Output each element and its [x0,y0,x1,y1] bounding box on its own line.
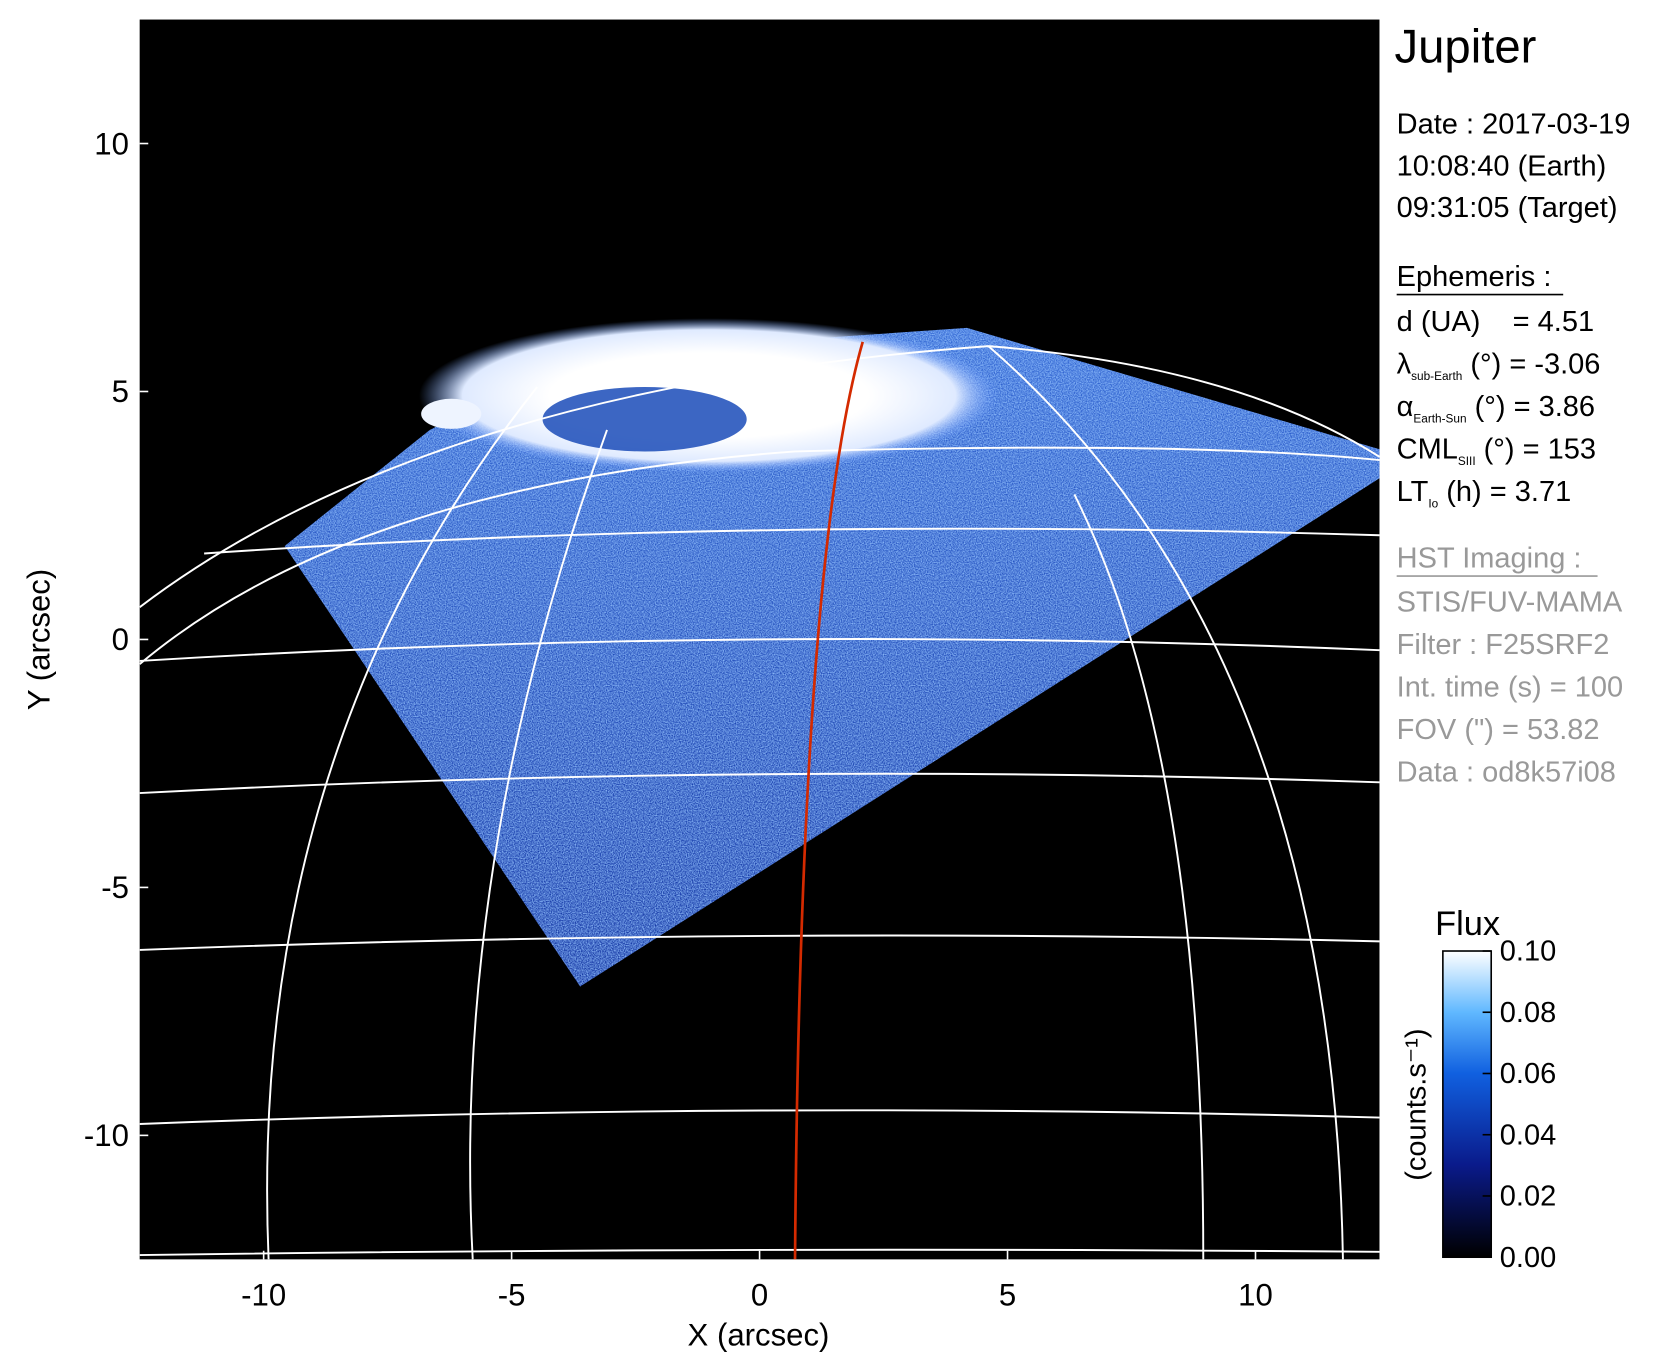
imaging-title: HST Imaging : [1397,542,1582,574]
aurora-spot [421,398,482,429]
date-line: 09:31:05 (Target) [1397,192,1618,224]
colorbar-title: Flux [1435,905,1500,943]
ephemeris-value: (h) = 3.71 [1438,476,1571,508]
y-axis-label: Y (arcsec) [21,569,56,710]
ephemeris-symbol: α [1397,391,1414,423]
imaging-line: FOV (") = 53.82 [1397,714,1600,746]
ephemeris-value: d (UA) = 4.51 [1397,306,1594,338]
y-tick-label: 5 [112,374,129,409]
date-line: Date : 2017-03-19 [1397,108,1631,140]
colorbar-tick-label: 0.10 [1500,936,1556,968]
red-track [793,341,865,1260]
ephemeris-sub: sub-Earth [1411,369,1462,383]
ephemeris-value: (°) = -3.06 [1462,349,1600,381]
ephemeris-sub: SIII [1458,454,1476,468]
ephemeris-row: LTIo (h) = 3.71 [1397,476,1572,510]
colorbar-tick-label: 0.08 [1500,997,1556,1029]
ephemeris-row: CMLSIII (°) = 153 [1397,433,1596,467]
ephemeris-row: αEarth-Sun (°) = 3.86 [1397,391,1595,425]
x-tick-label: -5 [498,1278,526,1313]
ephemeris-title: Ephemeris : [1397,261,1552,293]
y-tick-label: -5 [101,870,129,905]
colorbar [1442,950,1493,1259]
ephemeris-symbol: CML [1397,433,1458,465]
x-tick-label: 0 [751,1278,768,1313]
colorbar-tick-label: 0.06 [1500,1058,1556,1090]
ephemeris-sub: Earth-Sun [1413,411,1466,425]
imaging-line: STIS/FUV-MAMA [1397,587,1623,619]
y-tick-label: 10 [94,126,129,161]
ephemeris-symbol: λ [1397,349,1412,381]
aurora-inner [542,386,747,452]
image-layer [139,318,1380,1260]
ephemeris-row: d (UA) = 4.51 [1397,306,1594,338]
imaging-line: Int. time (s) = 100 [1397,671,1623,703]
ephemeris-value: (°) = 153 [1476,433,1596,465]
imaging-line: Filter : F25SRF2 [1397,629,1610,661]
ephemeris-sub: Io [1428,496,1438,510]
planet-grid [139,345,1380,1260]
ephemeris-row: λsub-Earth (°) = -3.06 [1397,349,1601,383]
imaging-line: Data : od8k57i08 [1397,756,1616,788]
y-tick-label: -10 [84,1118,129,1153]
fov-noise [284,327,1380,987]
colorbar-tick-label: 0.00 [1500,1242,1556,1274]
x-tick-label: -10 [241,1278,286,1313]
ephemeris-symbol: LT [1397,476,1429,508]
x-tick-label: 10 [1238,1278,1273,1313]
x-tick-label: 5 [999,1278,1016,1313]
x-axis-label: X (arcsec) [688,1317,830,1352]
colorbar-tick-label: 0.02 [1500,1181,1556,1213]
colorbar-tick-label: 0.04 [1500,1119,1556,1151]
title: Jupiter [1395,21,1537,74]
colorbar-label: (counts.s⁻¹) [1401,1029,1433,1181]
y-tick-label: 0 [112,622,129,657]
ephemeris-value: (°) = 3.86 [1467,391,1595,423]
date-line: 10:08:40 (Earth) [1397,150,1607,182]
